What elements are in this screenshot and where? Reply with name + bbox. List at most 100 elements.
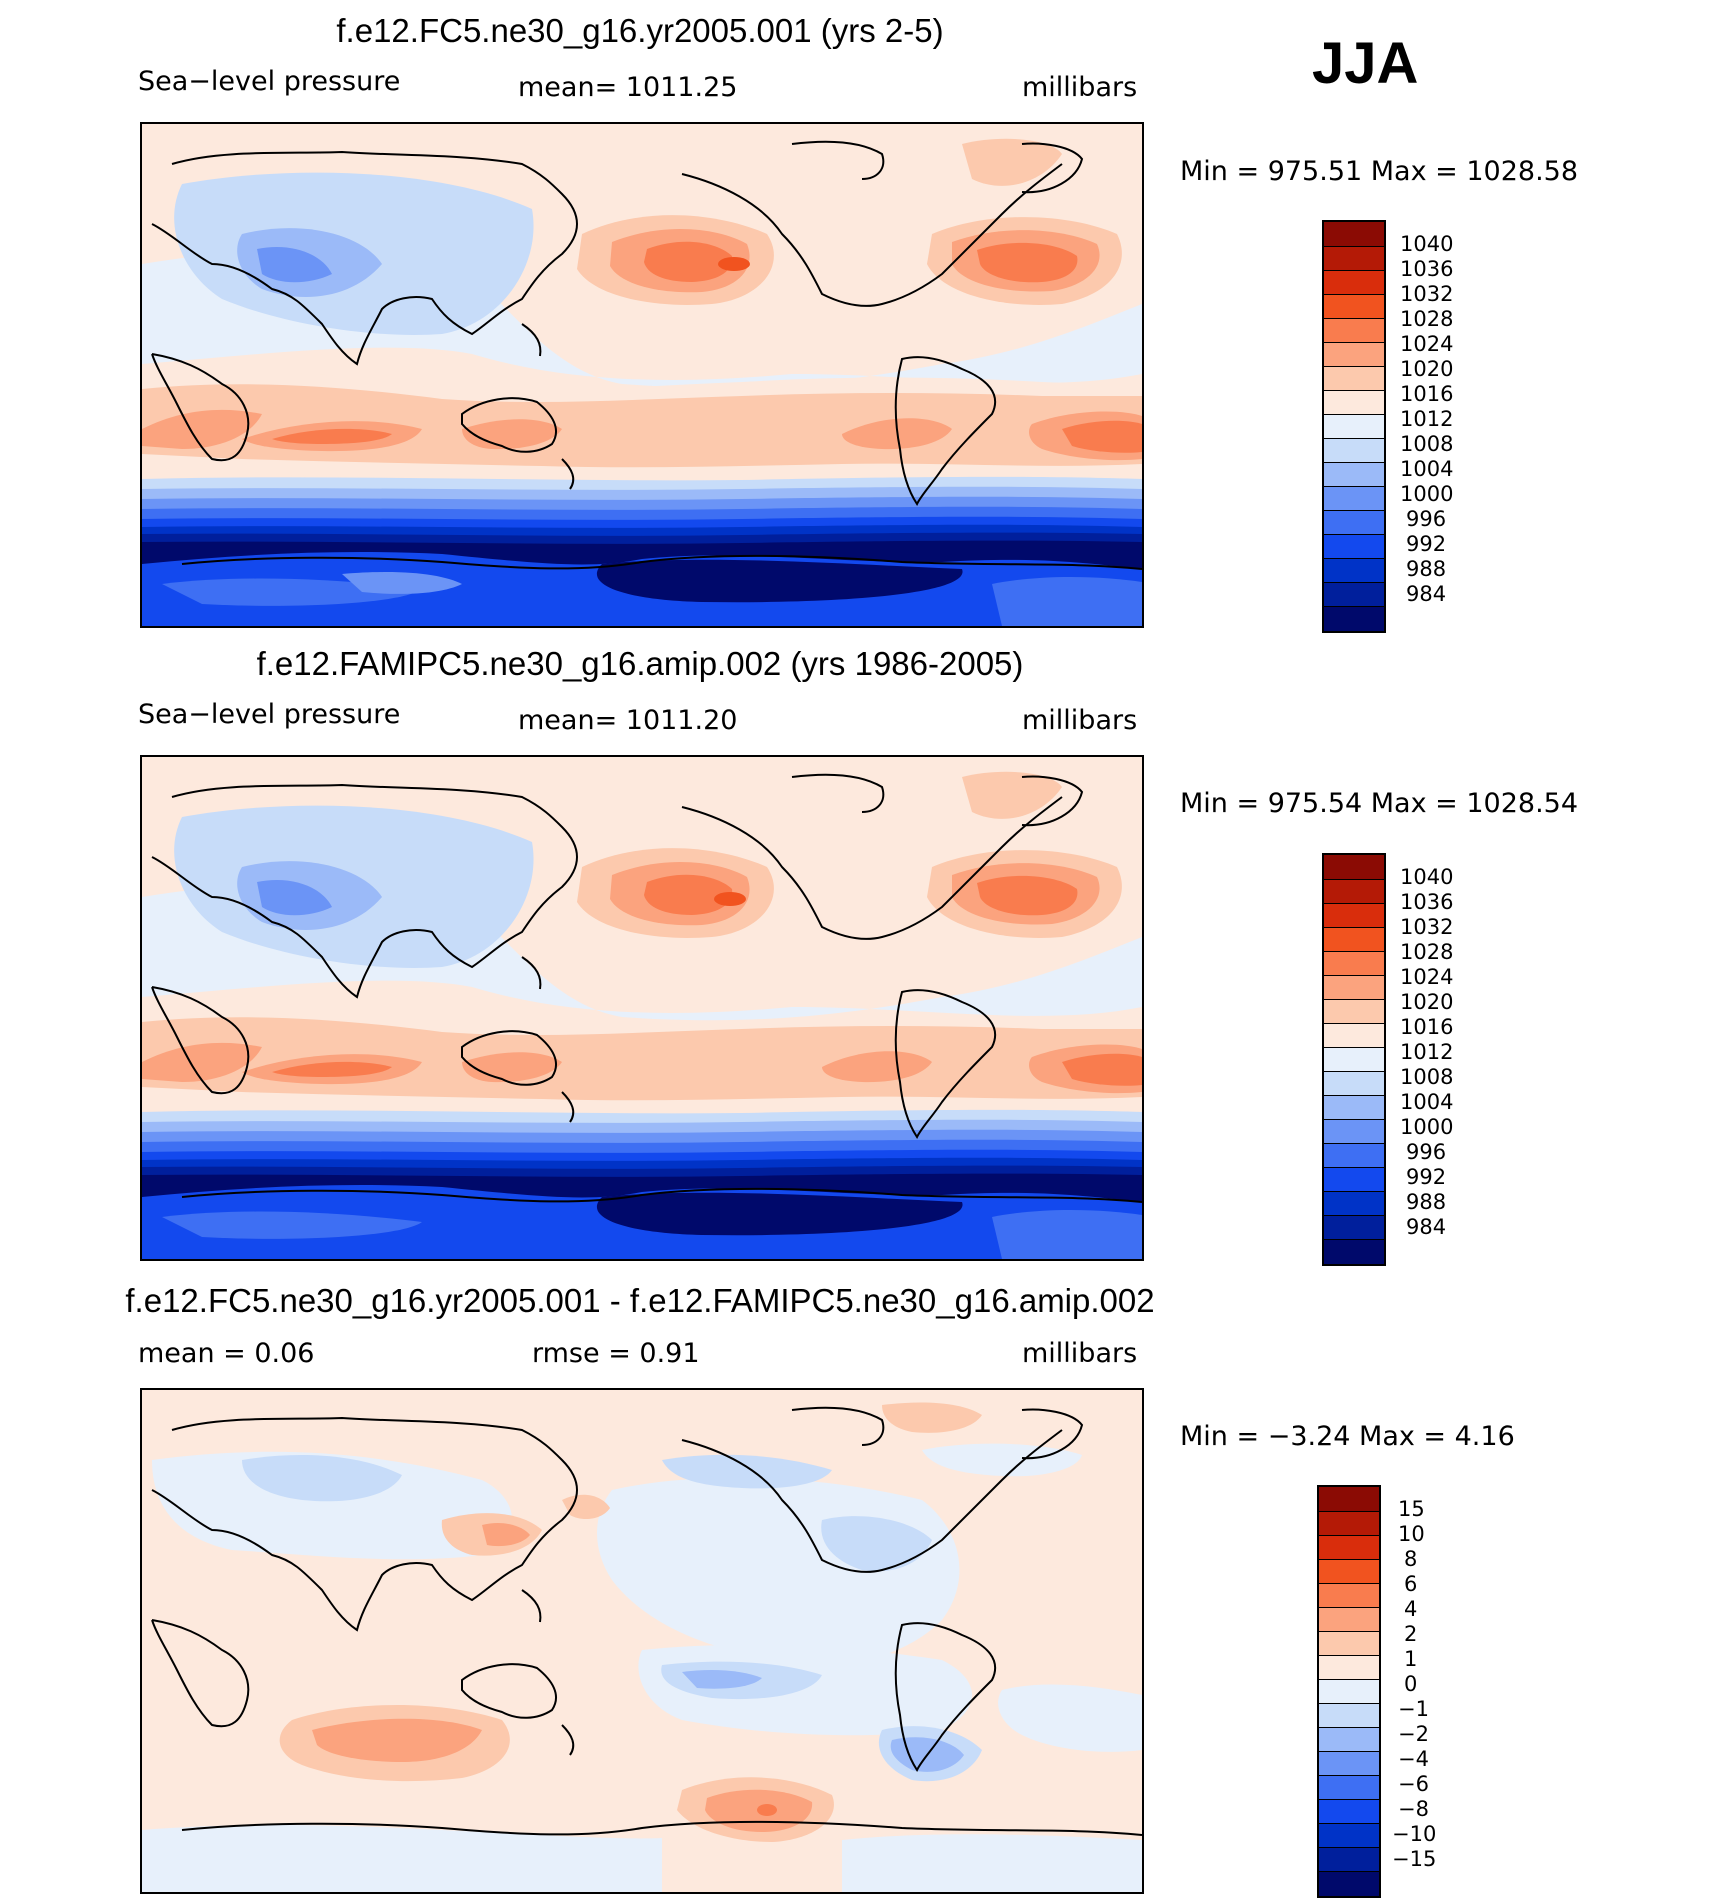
colorbar-1-swatch <box>1324 510 1384 534</box>
panel-3-units-label: millibars <box>1022 1338 1138 1369</box>
colorbar-1-swatch <box>1324 342 1384 366</box>
colorbar-2-tick: 1036 <box>1400 890 1454 914</box>
colorbar-2-swatch <box>1324 975 1384 999</box>
colorbar-1-tick: 1028 <box>1400 307 1454 331</box>
colorbar-1-tick: 1040 <box>1400 232 1454 256</box>
colorbar-3-swatch <box>1319 1631 1379 1655</box>
panel-3-minmax: Min = −3.24 Max = 4.16 <box>1180 1421 1515 1452</box>
panel-1-title: f.e12.FC5.ne30_g16.yr2005.001 (yrs 2-5) <box>336 12 944 49</box>
panel-2-title: f.e12.FAMIPC5.ne30_g16.amip.002 (yrs 198… <box>256 645 1024 682</box>
colorbar-1-tick: 992 <box>1406 532 1447 556</box>
panel-2-variable-label: Sea−level pressure <box>138 699 401 730</box>
colorbar-1-tick: 1016 <box>1400 382 1454 406</box>
colorbar-2-swatch <box>1324 903 1384 927</box>
panel-2-mean-label: mean= 1011.20 <box>518 705 738 736</box>
colorbar-1-swatch <box>1324 414 1384 438</box>
colorbar-1-tick: 1036 <box>1400 257 1454 281</box>
colorbar-3-swatch <box>1319 1655 1379 1679</box>
colorbar-1-swatch <box>1324 486 1384 510</box>
colorbar-2-tick: 1024 <box>1400 965 1454 989</box>
colorbar-3-swatch <box>1319 1487 1379 1511</box>
colorbar-1-tick: 984 <box>1406 582 1447 606</box>
colorbar-3-swatch <box>1319 1727 1379 1751</box>
colorbar-3-tick: 0 <box>1404 1672 1418 1696</box>
colorbar-3-tick: 8 <box>1404 1547 1418 1571</box>
colorbar-2-swatch <box>1324 1191 1384 1215</box>
panel-1-map <box>140 122 1144 628</box>
colorbar-2-swatch <box>1324 855 1384 879</box>
colorbar-2-tick: 1032 <box>1400 915 1454 939</box>
colorbar-3-swatch <box>1319 1679 1379 1703</box>
panel-1-mean-label: mean= 1011.25 <box>518 72 738 103</box>
colorbar-3-swatch <box>1319 1607 1379 1631</box>
colorbar-2-tick: 1040 <box>1400 865 1454 889</box>
colorbar-3-swatch <box>1319 1823 1379 1847</box>
colorbar-2-swatch <box>1324 1143 1384 1167</box>
panel-3-rmse-label: rmse = 0.91 <box>532 1338 700 1369</box>
colorbar-1-swatch <box>1324 462 1384 486</box>
colorbar-1-swatch <box>1324 582 1384 606</box>
colorbar-1-swatch <box>1324 534 1384 558</box>
colorbar-3-tick: 15 <box>1398 1497 1425 1521</box>
panel-3-colorbar <box>1317 1485 1381 1898</box>
colorbar-2-swatch <box>1324 1095 1384 1119</box>
colorbar-3-tick: 2 <box>1404 1622 1418 1646</box>
colorbar-2-swatch <box>1324 1023 1384 1047</box>
colorbar-3-swatch <box>1319 1751 1379 1775</box>
colorbar-1-swatch <box>1324 246 1384 270</box>
panel-2-units-label: millibars <box>1022 705 1138 736</box>
colorbar-3-tick: −2 <box>1398 1722 1429 1746</box>
colorbar-2-swatch <box>1324 999 1384 1023</box>
colorbar-3-swatch <box>1319 1799 1379 1823</box>
colorbar-3-swatch <box>1319 1511 1379 1535</box>
colorbar-2-tick: 1020 <box>1400 990 1454 1014</box>
colorbar-2-tick: 1028 <box>1400 940 1454 964</box>
colorbar-3-swatch <box>1319 1703 1379 1727</box>
panel-3-map <box>140 1388 1144 1894</box>
colorbar-3-swatch <box>1319 1847 1379 1871</box>
colorbar-3-tick: −8 <box>1398 1797 1429 1821</box>
colorbar-3-tick: −1 <box>1398 1697 1429 1721</box>
colorbar-3-tick: 6 <box>1404 1572 1418 1596</box>
colorbar-3-swatch <box>1319 1559 1379 1583</box>
colorbar-2-tick: 1016 <box>1400 1015 1454 1039</box>
colorbar-3-tick: −6 <box>1398 1772 1429 1796</box>
colorbar-3-tick: 4 <box>1404 1597 1418 1621</box>
panel-3-mean-label: mean = 0.06 <box>138 1338 315 1369</box>
panel-2-map <box>140 755 1144 1261</box>
colorbar-1-tick: 1032 <box>1400 282 1454 306</box>
colorbar-3-tick: −4 <box>1398 1747 1429 1771</box>
colorbar-1-tick: 996 <box>1406 507 1447 531</box>
colorbar-1-swatch <box>1324 606 1384 631</box>
colorbar-2-tick: 984 <box>1406 1215 1447 1239</box>
colorbar-2-swatch <box>1324 879 1384 903</box>
colorbar-1-tick: 1000 <box>1400 482 1454 506</box>
colorbar-2-tick: 996 <box>1406 1140 1447 1164</box>
colorbar-2-tick: 1012 <box>1400 1040 1454 1064</box>
colorbar-2-swatch <box>1324 1167 1384 1191</box>
colorbar-1-tick: 1012 <box>1400 407 1454 431</box>
colorbar-1-tick: 1008 <box>1400 432 1454 456</box>
season-label: JJA <box>1312 31 1419 96</box>
colorbar-2-swatch <box>1324 927 1384 951</box>
panel-1-colorbar <box>1322 220 1386 633</box>
panel-1-units-label: millibars <box>1022 72 1138 103</box>
colorbar-1-swatch <box>1324 438 1384 462</box>
colorbar-1-tick: 1020 <box>1400 357 1454 381</box>
colorbar-1-swatch <box>1324 366 1384 390</box>
colorbar-2-tick: 1008 <box>1400 1065 1454 1089</box>
colorbar-1-tick: 1024 <box>1400 332 1454 356</box>
colorbar-3-tick: −10 <box>1392 1822 1437 1846</box>
colorbar-3-tick: −15 <box>1392 1847 1437 1871</box>
colorbar-3-swatch <box>1319 1583 1379 1607</box>
colorbar-3-swatch <box>1319 1535 1379 1559</box>
colorbar-3-swatch <box>1319 1871 1379 1896</box>
colorbar-2-swatch <box>1324 1239 1384 1264</box>
panel-1-variable-label: Sea−level pressure <box>138 66 401 97</box>
colorbar-2-tick: 1004 <box>1400 1090 1454 1114</box>
colorbar-2-swatch <box>1324 1119 1384 1143</box>
colorbar-3-tick: 10 <box>1398 1522 1425 1546</box>
panel-2-minmax: Min = 975.54 Max = 1028.54 <box>1180 788 1579 819</box>
colorbar-1-swatch <box>1324 318 1384 342</box>
panel-1-minmax: Min = 975.51 Max = 1028.58 <box>1180 156 1579 187</box>
